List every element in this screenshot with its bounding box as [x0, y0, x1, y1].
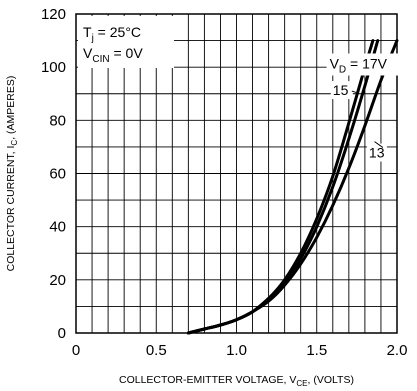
series-label-vd-17: VD = 17V: [330, 55, 388, 75]
y-tick-label: 40: [49, 219, 66, 236]
curves: [186, 39, 399, 335]
conditions-box: [78, 16, 174, 68]
y-tick-label: 0: [58, 325, 66, 342]
y-axis-label: COLLECTOR CURRENT, IC, (AMPERES): [5, 76, 19, 272]
y-tick-label: 20: [49, 272, 66, 289]
x-tick-label: 1.0: [226, 342, 247, 359]
condition-vcin: VCIN = 0V: [83, 45, 143, 65]
series-leader-13: [374, 141, 384, 148]
plot-frame: [75, 13, 398, 334]
series-label-13: 13: [369, 145, 385, 161]
vd-label-bg: [326, 53, 411, 76]
x-axis-label: COLLECTOR-EMITTER VOLTAGE, VCE, (VOLTS): [119, 374, 354, 388]
series-leader-15: [351, 90, 357, 93]
y-tick-labels: 0 20 40 60 80 100 120: [41, 6, 66, 342]
series-label-15: 15: [333, 82, 349, 98]
x-tick-label: 1.5: [306, 342, 327, 359]
x-tick-labels: 0 0.5 1.0 1.5 2.0: [72, 342, 408, 359]
y-tick-label: 100: [41, 59, 66, 76]
curve-vd-13: [186, 39, 399, 335]
y-tick-label: 80: [49, 112, 66, 129]
y-tick-label: 120: [41, 6, 66, 23]
x-tick-label: 0: [72, 342, 80, 359]
x-tick-label: 0.5: [146, 342, 167, 359]
v13-label-bg: [366, 143, 387, 162]
x-tick-label: 2.0: [387, 342, 408, 359]
condition-tj: Tj = 25°C: [83, 24, 141, 44]
y-tick-label: 60: [49, 166, 66, 183]
v15-label-bg: [330, 81, 353, 100]
